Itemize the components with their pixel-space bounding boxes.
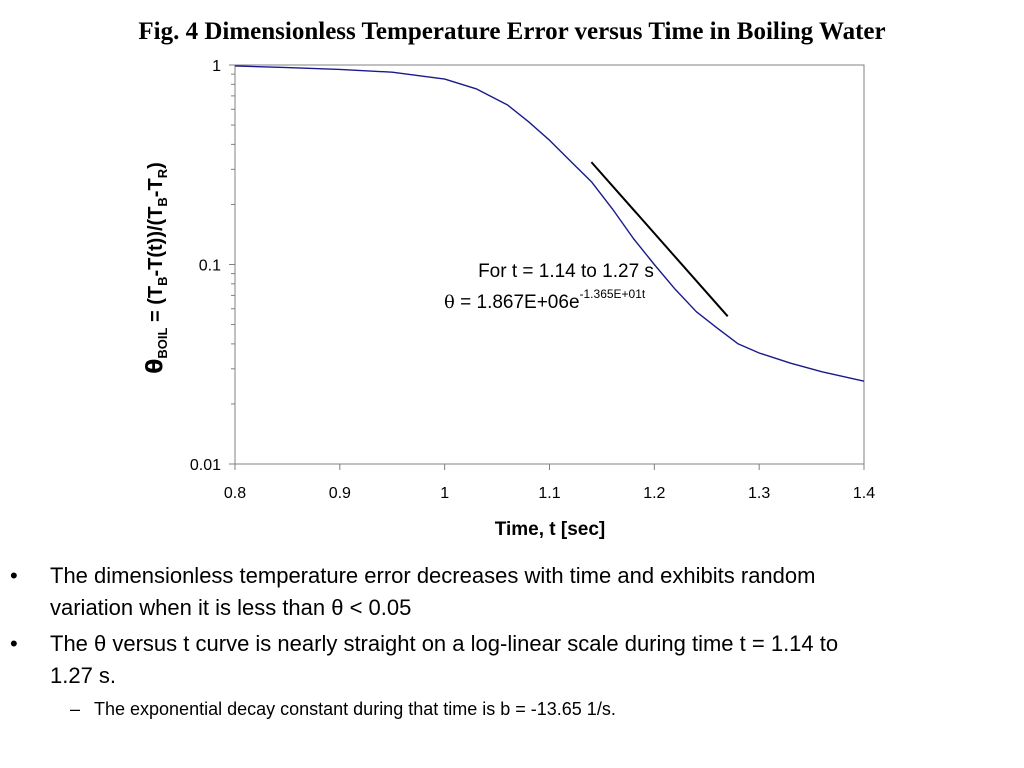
bullet-line: variation when it is less than θ < 0.05 — [50, 595, 412, 620]
y-label-theta: θ — [143, 359, 168, 374]
fit-annotation-line1: For t = 1.14 to 1.27 s — [478, 261, 654, 282]
bullet-line: The θ versus t curve is nearly straight … — [50, 631, 839, 656]
chart: 1 0.1 0.01 0.8 0.9 1 1.1 1.2 1.3 1.4 Time, t [se… — [143, 58, 875, 540]
bullet-line: The dimensionless temperature error decr… — [50, 563, 816, 588]
x-axis-label: Time, t [sec] — [495, 519, 606, 540]
sub-bullet-text: The exponential decay constant during th… — [94, 699, 616, 719]
x-ticks — [234, 464, 865, 470]
bullet-item-2: • The θ versus t curve is nearly straigh… — [0, 628, 1024, 692]
y-tick-labels: 1 0.1 0.01 — [190, 58, 221, 474]
fit-line — [590, 161, 729, 317]
y-label-b-sub2: B — [155, 197, 170, 206]
y-minor-ticks — [229, 64, 235, 465]
x-tick-label: 1.3 — [748, 485, 770, 502]
y-tick-label: 1 — [212, 58, 221, 75]
x-tick-label: 0.8 — [224, 485, 246, 502]
bullet-line: 1.27 s. — [50, 663, 117, 688]
x-tick-label: 1.2 — [643, 485, 665, 502]
y-label-mid: = (T — [145, 286, 167, 328]
series-layer — [234, 65, 865, 382]
fit-annotation-formula: = 1.867E+06e — [455, 292, 580, 313]
bullet-item-1: • The dimensionless temperature error de… — [0, 560, 1024, 624]
x-tick-labels: 0.8 0.9 1 1.1 1.2 1.3 1.4 — [224, 485, 875, 502]
fit-annotation-theta: θ — [444, 292, 455, 313]
bullet-mark: • — [10, 631, 18, 656]
x-tick-label: 1.4 — [853, 485, 875, 502]
sub-bullet: – The exponential decay constant during … — [0, 696, 1024, 724]
chart-title: Fig. 4 Dimensionless Temperature Error v… — [138, 18, 886, 45]
y-label-mid2: -T(t))/(T — [145, 207, 167, 277]
y-tick-label: 0.01 — [190, 457, 221, 474]
bullet-mark: • — [10, 563, 18, 588]
y-tick-label: 0.1 — [199, 258, 221, 275]
data-line — [234, 65, 865, 382]
x-tick-label: 1 — [440, 485, 449, 502]
x-tick-label: 0.9 — [329, 485, 351, 502]
y-label-dash: -T — [145, 178, 167, 197]
y-label-close: ) — [145, 162, 167, 169]
fit-annotation-exponent: -1.365E+01t — [580, 287, 646, 301]
y-label-boil-sub: BOIL — [155, 328, 170, 359]
fit-annotation-line2: θ = 1.867E+06e-1.365E+01t — [444, 287, 646, 313]
y-label-b-sub: B — [155, 277, 170, 286]
y-axis-label: θBOIL = (TB-T(t))/(TB-TR) — [143, 162, 170, 374]
x-tick-label: 1.1 — [538, 485, 560, 502]
sub-bullet-mark: – — [70, 699, 81, 719]
plot-area — [234, 64, 865, 465]
y-label-r-sub: R — [155, 168, 170, 178]
